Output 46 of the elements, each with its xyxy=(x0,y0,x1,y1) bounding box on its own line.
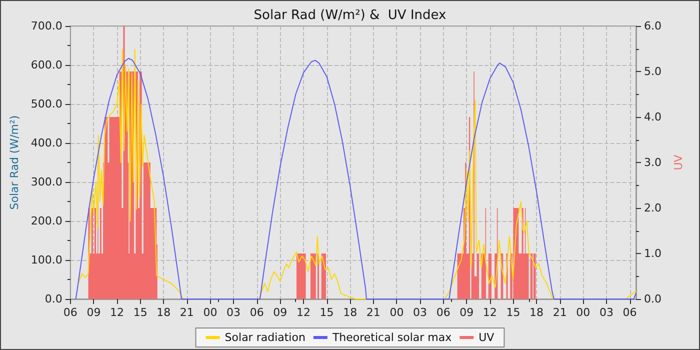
x-tick-label: 03 xyxy=(599,306,614,319)
x-tick-label: 18 xyxy=(343,306,358,319)
x-tick-label: 03 xyxy=(413,306,428,319)
y-tick-label: 0.0 xyxy=(44,292,62,306)
x-tick-label: 06 xyxy=(250,306,264,319)
legend-label: Solar radiation xyxy=(224,331,306,344)
x-tick-label: 21 xyxy=(180,306,194,319)
y2-axis-title: UV xyxy=(672,154,685,170)
y-axis-title: Solar Rad (W/m²) xyxy=(8,115,21,210)
x-tick-label: 21 xyxy=(552,306,567,319)
y-tick-label: 300.0 xyxy=(30,176,62,188)
x-tick-label: 06 xyxy=(436,306,450,319)
y2-tick-label: 3.0 xyxy=(644,156,662,169)
x-tick-label: 15 xyxy=(320,306,334,319)
x-tick-label: 00 xyxy=(390,306,404,319)
x-tick-label: 12 xyxy=(482,306,497,319)
y2-tick-label: 5.0 xyxy=(644,65,662,78)
chart-title: Solar Rad (W/m²) & UV Index xyxy=(254,8,447,23)
x-tick-label: 15 xyxy=(506,306,520,319)
y2-tick-label: 1.0 xyxy=(644,247,662,260)
y-tick-label: 500.0 xyxy=(30,98,62,110)
x-tick-label: 09 xyxy=(273,306,288,319)
x-tick-label: 12 xyxy=(110,306,124,319)
legend-label: UV xyxy=(478,331,495,344)
y-tick-label: 400.0 xyxy=(30,136,62,150)
x-tick-label: 00 xyxy=(576,306,590,319)
x-tick-label: 21 xyxy=(366,306,380,319)
x-tick-label: 12 xyxy=(296,306,310,319)
x-tick-label: 09 xyxy=(460,306,474,319)
x-tick-label: 18 xyxy=(530,306,544,319)
y-tick-label: 100.0 xyxy=(30,254,62,266)
x-tick-label: 09 xyxy=(86,306,101,319)
x-tick-label: 06 xyxy=(622,306,637,319)
x-tick-label: 18 xyxy=(156,306,171,319)
x-tick-label: 06 xyxy=(63,306,78,319)
y2-tick-label: 4.0 xyxy=(644,110,662,124)
y2-tick-label: 0.0 xyxy=(644,292,662,306)
x-tick-label: 15 xyxy=(133,306,148,319)
x-tick-label: 03 xyxy=(226,306,241,319)
y-tick-label: 700.0 xyxy=(30,20,62,32)
y2-tick-label: 2.0 xyxy=(644,202,662,214)
x-tick-label: 00 xyxy=(203,306,218,319)
y-tick-label: 200.0 xyxy=(30,214,62,228)
y-tick-label: 600.0 xyxy=(30,58,62,72)
y2-tick-label: 6.0 xyxy=(644,20,662,32)
legend-label: Theoretical solar max xyxy=(331,331,452,344)
